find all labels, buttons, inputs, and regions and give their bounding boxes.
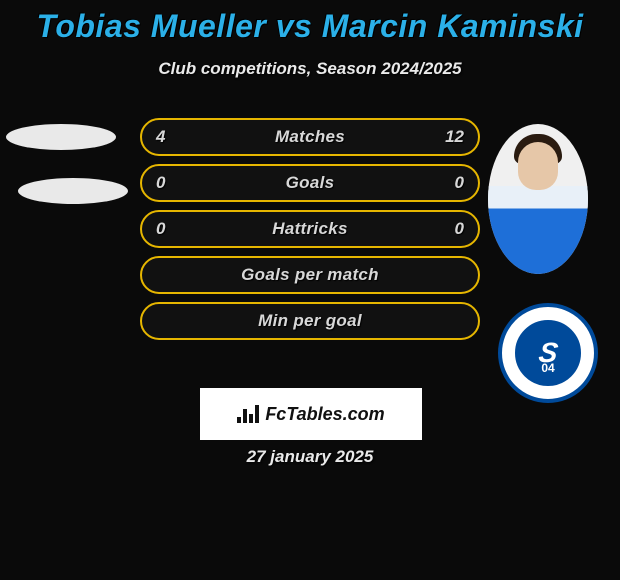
stat-row-hattricks: 0 Hattricks 0 <box>140 210 480 248</box>
stat-right-value: 12 <box>445 127 464 147</box>
left-placeholder-oval-1 <box>6 124 116 150</box>
stat-left-value: 0 <box>156 173 165 193</box>
club-badge-number: 04 <box>541 361 554 375</box>
stat-label: Min per goal <box>258 311 362 331</box>
stat-right-value: 0 <box>455 219 464 239</box>
player-photo-right <box>488 124 588 274</box>
left-placeholder-oval-2 <box>18 178 128 204</box>
branding-box: FcTables.com <box>200 388 422 440</box>
stat-row-goals: 0 Goals 0 <box>140 164 480 202</box>
club-badge: S 04 <box>498 303 598 403</box>
stat-right-value: 0 <box>455 173 464 193</box>
stat-row-goals-per-match: Goals per match <box>140 256 480 294</box>
jersey-shape <box>488 186 588 274</box>
stat-label: Matches <box>275 127 345 147</box>
bars-icon <box>237 405 259 423</box>
club-badge-inner: S <box>515 320 581 386</box>
stat-left-value: 4 <box>156 127 165 147</box>
head-shape <box>518 142 558 190</box>
stat-left-value: 0 <box>156 219 165 239</box>
stat-label: Hattricks <box>272 219 347 239</box>
stat-row-matches: 4 Matches 12 <box>140 118 480 156</box>
snapshot-date: 27 january 2025 <box>0 447 620 467</box>
branding-text: FcTables.com <box>265 404 384 425</box>
comparison-subtitle: Club competitions, Season 2024/2025 <box>0 59 620 79</box>
stat-label: Goals per match <box>241 265 379 285</box>
stat-label: Goals <box>286 173 335 193</box>
stats-panel: 4 Matches 12 0 Goals 0 0 Hattricks 0 Goa… <box>140 118 480 348</box>
stat-row-min-per-goal: Min per goal <box>140 302 480 340</box>
comparison-title: Tobias Mueller vs Marcin Kaminski <box>0 0 620 45</box>
